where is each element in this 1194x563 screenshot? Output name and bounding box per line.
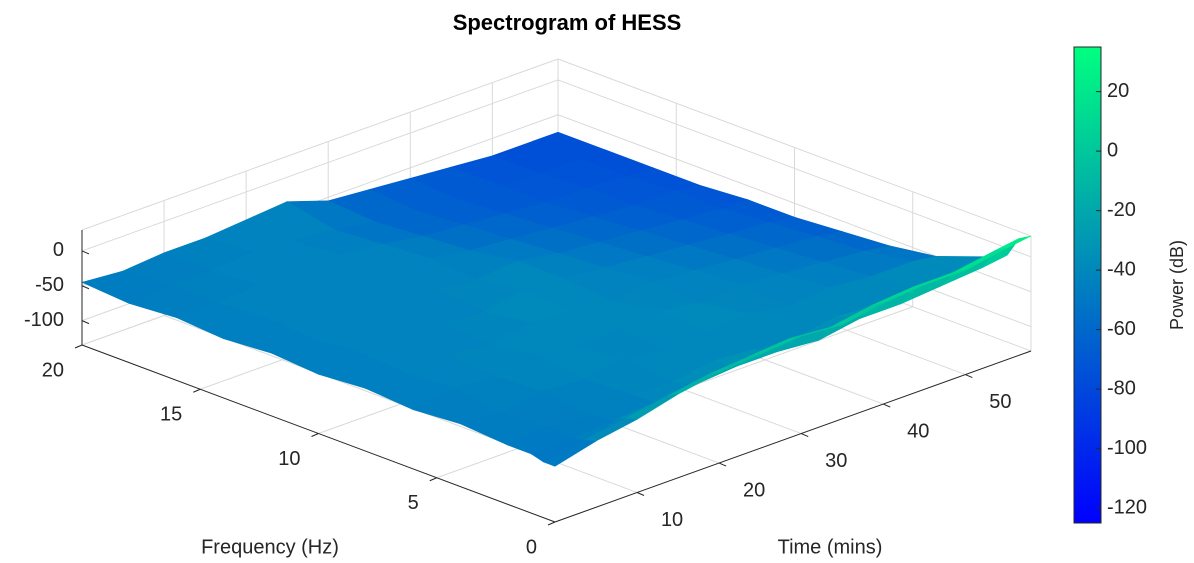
z-tick — [81, 250, 90, 255]
x-tick-label: 10 — [661, 509, 683, 531]
y-tick — [74, 344, 83, 349]
y-tick-label: 5 — [408, 492, 419, 514]
x-tick — [718, 462, 727, 467]
y-tick-label: 20 — [42, 359, 64, 381]
colorbar-tick-label: -100 — [1107, 437, 1147, 459]
z-tick-label: 0 — [53, 239, 64, 261]
y-tick-label: 0 — [526, 536, 537, 558]
z-tick-label: -50 — [35, 274, 64, 296]
y-tick — [193, 388, 201, 393]
y-axis-label: Frequency (Hz) — [201, 536, 339, 558]
z-tick — [81, 285, 90, 290]
colorbar-label: Power (dB) — [1167, 240, 1187, 330]
x-tick — [636, 492, 645, 496]
colorbar-tick-label: -40 — [1107, 258, 1136, 280]
x-tick — [965, 374, 973, 379]
y-tick-label: 15 — [160, 404, 182, 426]
colorbar-tick-label: -60 — [1107, 318, 1136, 340]
y-tick — [429, 477, 437, 482]
axis-line — [554, 350, 1032, 523]
surface-patch — [994, 235, 1032, 252]
x-tick-label: 30 — [825, 450, 847, 472]
chart-title: Spectrogram of HESS — [453, 10, 682, 35]
y-tick-label: 10 — [278, 448, 300, 470]
box-edge — [81, 58, 559, 231]
colorbar-tick-label: 20 — [1107, 80, 1129, 102]
x-tick — [801, 433, 809, 438]
grid-line — [81, 79, 559, 252]
z-tick — [81, 320, 90, 325]
colorbar — [1073, 46, 1102, 524]
colorbar-tick-label: 0 — [1107, 139, 1118, 161]
x-tick — [883, 403, 891, 408]
x-tick-label: 50 — [989, 391, 1011, 413]
y-tick — [311, 433, 319, 437]
x-tick-label: 20 — [743, 479, 765, 501]
x-axis-label: Time (mins) — [778, 536, 883, 558]
grid-line — [557, 79, 1032, 258]
z-tick-label: -100 — [24, 309, 64, 331]
colorbar-tick-label: -120 — [1107, 496, 1147, 518]
colorbar-tick-label: -20 — [1107, 199, 1136, 221]
y-tick — [547, 521, 556, 526]
surface — [81, 131, 1032, 467]
x-tick-label: 40 — [907, 420, 929, 442]
colorbar-tick-label: -80 — [1107, 377, 1136, 399]
surface-patch — [542, 439, 597, 467]
